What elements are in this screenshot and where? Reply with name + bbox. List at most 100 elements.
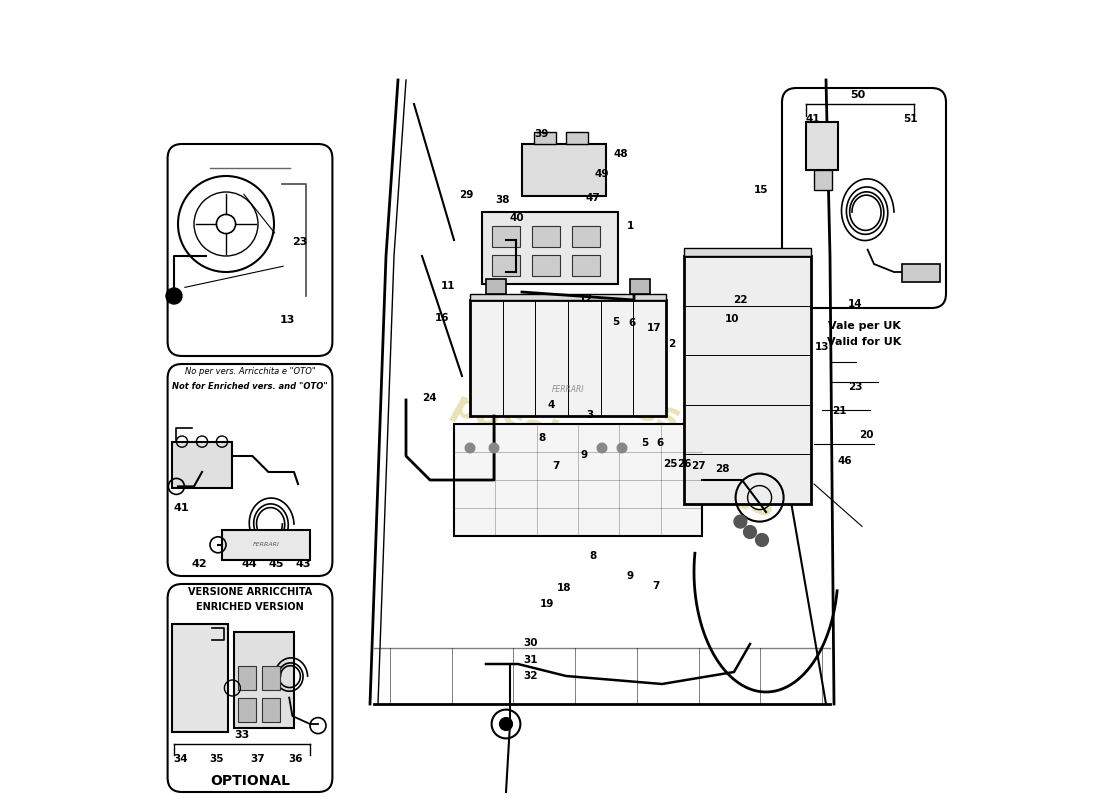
Bar — [486, 279, 506, 294]
Text: 37: 37 — [251, 754, 265, 763]
Bar — [806, 122, 838, 170]
Bar — [238, 698, 255, 722]
Text: No per vers. Arricchita e "OTO": No per vers. Arricchita e "OTO" — [185, 367, 316, 376]
Text: 22: 22 — [733, 295, 748, 305]
Text: 35: 35 — [209, 754, 223, 763]
Text: 4: 4 — [548, 400, 556, 410]
Text: 23: 23 — [848, 382, 862, 392]
Text: 7: 7 — [652, 581, 659, 590]
Text: 20: 20 — [859, 430, 874, 440]
Bar — [482, 212, 618, 284]
Text: 29: 29 — [459, 190, 473, 200]
Bar — [238, 666, 255, 690]
Text: 24: 24 — [422, 394, 437, 403]
Text: 9: 9 — [626, 571, 634, 581]
Bar — [492, 255, 519, 276]
Text: 32: 32 — [524, 671, 538, 681]
Text: euroclassics: euroclassics — [491, 346, 738, 454]
Text: 41: 41 — [805, 114, 820, 123]
Text: FERRARI: FERRARI — [552, 385, 584, 394]
Text: 31: 31 — [524, 655, 538, 665]
Circle shape — [756, 534, 769, 546]
Circle shape — [499, 718, 513, 730]
Text: 1: 1 — [626, 221, 634, 230]
Bar — [262, 666, 279, 690]
Circle shape — [744, 526, 757, 538]
Text: 5: 5 — [641, 438, 648, 448]
Text: Not for Enriched vers. and "OTO": Not for Enriched vers. and "OTO" — [172, 382, 328, 390]
Text: 28: 28 — [715, 464, 730, 474]
Text: 11: 11 — [441, 282, 455, 291]
Text: ENRICHED VERSION: ENRICHED VERSION — [196, 602, 304, 611]
Text: 6: 6 — [656, 438, 663, 448]
Text: 26: 26 — [678, 459, 692, 469]
Circle shape — [490, 443, 498, 453]
Text: 25: 25 — [662, 459, 678, 469]
Text: Valid for UK: Valid for UK — [827, 337, 901, 347]
Text: 9: 9 — [580, 450, 587, 460]
Circle shape — [597, 443, 607, 453]
Circle shape — [617, 443, 627, 453]
Text: 21: 21 — [833, 406, 847, 416]
Text: 49: 49 — [595, 170, 609, 179]
Text: 8: 8 — [538, 433, 546, 442]
Bar — [572, 255, 600, 276]
Text: VERSIONE ARRICCHITA: VERSIONE ARRICCHITA — [188, 587, 312, 597]
Bar — [902, 264, 940, 282]
Text: FERRARI: FERRARI — [253, 542, 279, 547]
Text: 17: 17 — [647, 323, 661, 333]
Bar — [566, 132, 588, 144]
Bar — [492, 226, 519, 247]
Text: 14: 14 — [848, 299, 862, 309]
Bar — [531, 255, 560, 276]
Bar — [470, 300, 666, 416]
Text: 45: 45 — [268, 559, 284, 569]
Bar — [522, 144, 606, 196]
Text: 30: 30 — [524, 638, 538, 648]
Text: 38: 38 — [495, 195, 510, 205]
Circle shape — [465, 443, 475, 453]
Text: 48: 48 — [613, 149, 628, 158]
Text: 19: 19 — [540, 599, 554, 609]
Bar — [262, 698, 279, 722]
Bar — [234, 632, 294, 728]
Text: 5: 5 — [612, 317, 619, 326]
Bar — [684, 256, 811, 504]
Text: 40: 40 — [510, 213, 525, 222]
Text: 47: 47 — [585, 194, 600, 203]
Bar — [572, 226, 600, 247]
Text: 50: 50 — [850, 90, 866, 100]
Text: 23: 23 — [293, 237, 308, 246]
Text: 39: 39 — [534, 130, 549, 139]
Text: 42: 42 — [191, 559, 207, 569]
Text: 51: 51 — [903, 114, 917, 123]
Circle shape — [734, 515, 747, 528]
Text: 27: 27 — [692, 461, 706, 470]
Text: Vale per UK: Vale per UK — [827, 321, 901, 331]
Bar — [173, 624, 229, 732]
Bar — [531, 226, 560, 247]
Text: 6: 6 — [628, 318, 635, 328]
Text: 16: 16 — [434, 314, 449, 323]
Text: 18: 18 — [558, 583, 572, 593]
Text: 13: 13 — [815, 342, 829, 352]
Bar — [173, 442, 232, 488]
Text: 12: 12 — [579, 294, 593, 304]
Bar — [534, 132, 557, 144]
Text: 44: 44 — [242, 559, 257, 569]
Bar — [454, 424, 702, 536]
Bar — [222, 530, 310, 560]
Circle shape — [166, 288, 182, 304]
Text: 3: 3 — [586, 410, 594, 420]
Text: 7: 7 — [552, 461, 560, 470]
Text: 36: 36 — [288, 754, 302, 763]
Text: 33: 33 — [234, 730, 250, 739]
Text: 8: 8 — [590, 551, 597, 561]
Text: 2: 2 — [668, 339, 675, 349]
Text: 34: 34 — [173, 754, 188, 763]
Text: 13: 13 — [279, 315, 295, 325]
Text: 10: 10 — [725, 314, 739, 324]
Text: 41: 41 — [174, 503, 189, 513]
Text: 43: 43 — [296, 559, 311, 569]
Bar — [630, 279, 650, 294]
